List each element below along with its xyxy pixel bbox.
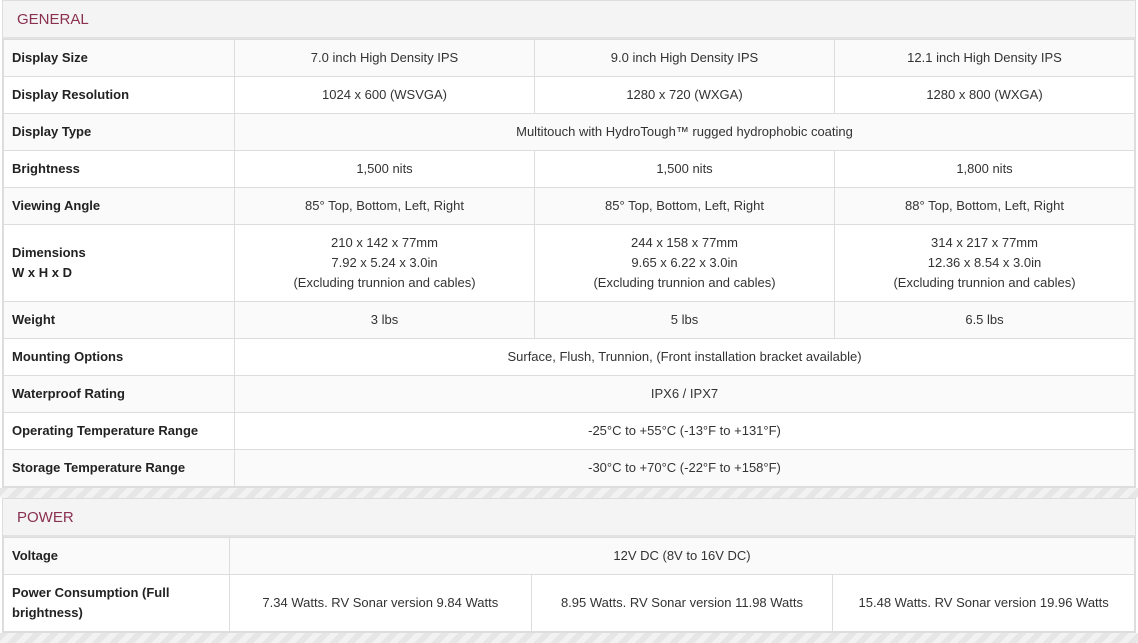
- spec-value: 314 x 217 x 77mm 12.36 x 8.54 x 3.0in (E…: [834, 224, 1135, 302]
- table-row: Operating Temperature Range -25°C to +55°…: [3, 412, 1135, 450]
- spec-value: 1,800 nits: [834, 150, 1135, 188]
- spec-value: 8.95 Watts. RV Sonar version 11.98 Watts: [530, 574, 834, 632]
- spec-label: Brightness: [3, 150, 235, 188]
- table-row: Mounting Options Surface, Flush, Trunnion…: [3, 338, 1135, 376]
- spec-label: Display Size: [3, 39, 235, 77]
- spec-value: 1,500 nits: [234, 150, 535, 188]
- table-row: Display Size 7.0 inch High Density IPS 9.0…: [3, 39, 1135, 77]
- spec-value: 12V DC (8V to 16V DC): [229, 537, 1135, 575]
- spec-value: 7.34 Watts. RV Sonar version 9.84 Watts: [229, 574, 532, 632]
- spec-value: 1,500 nits: [534, 150, 835, 188]
- section-title: GENERAL: [3, 1, 1135, 39]
- table-row: Power Consumption (Full brightness) 7.34 …: [3, 574, 1135, 632]
- table-row: Storage Temperature Range -30°C to +70°C …: [3, 449, 1135, 487]
- spec-label: Mounting Options: [3, 338, 235, 376]
- spec-value: 85° Top, Bottom, Left, Right: [234, 187, 535, 225]
- power-section: POWER Voltage 12V DC (8V to 16V DC) Power …: [2, 498, 1136, 633]
- table-row: Voltage 12V DC (8V to 16V DC): [3, 537, 1135, 575]
- table-row: Dimensions W x H x D 210 x 142 x 77mm 7.9…: [3, 224, 1135, 302]
- spec-value: 1280 x 800 (WXGA): [834, 76, 1135, 114]
- spec-value: 244 x 158 x 77mm 9.65 x 6.22 x 3.0in (Ex…: [534, 224, 835, 302]
- spec-value: 210 x 142 x 77mm 7.92 x 5.24 x 3.0in (Ex…: [234, 224, 535, 302]
- general-spec-table: Display Size 7.0 inch High Density IPS 9.0…: [3, 39, 1135, 487]
- spec-value: 12.1 inch High Density IPS: [834, 39, 1135, 77]
- spec-label: Display Type: [3, 113, 235, 151]
- power-spec-table: Voltage 12V DC (8V to 16V DC) Power Consum…: [3, 537, 1135, 632]
- spec-label: Display Resolution: [3, 76, 235, 114]
- general-section: GENERAL Display Size 7.0 inch High Densit…: [2, 0, 1136, 488]
- table-row: Waterproof Rating IPX6 / IPX7: [3, 375, 1135, 413]
- section-divider: [0, 488, 1138, 498]
- spec-value: 1024 x 600 (WSVGA): [234, 76, 535, 114]
- spec-value: 5 lbs: [534, 301, 835, 339]
- spec-value: 9.0 inch High Density IPS: [534, 39, 835, 77]
- spec-label: Operating Temperature Range: [3, 412, 235, 450]
- table-row: Viewing Angle 85° Top, Bottom, Left, Righ…: [3, 187, 1135, 225]
- spec-value: 85° Top, Bottom, Left, Right: [534, 187, 835, 225]
- spec-value: -30°C to +70°C (-22°F to +158°F): [234, 449, 1135, 487]
- spec-value: 15.48 Watts. RV Sonar version 19.96 Watt…: [832, 574, 1135, 632]
- spec-label: Waterproof Rating: [3, 375, 235, 413]
- spec-label: Storage Temperature Range: [3, 449, 235, 487]
- table-row: Brightness 1,500 nits 1,500 nits 1,800 nits: [3, 150, 1135, 188]
- section-title: POWER: [3, 499, 1135, 537]
- spec-value: 1280 x 720 (WXGA): [534, 76, 835, 114]
- spec-value: Surface, Flush, Trunnion, (Front install…: [234, 338, 1135, 376]
- table-row: Display Type Multitouch with HydroTough™ …: [3, 113, 1135, 151]
- spec-value: 88° Top, Bottom, Left, Right: [834, 187, 1135, 225]
- spec-label: Voltage: [3, 537, 230, 575]
- spec-label: Dimensions W x H x D: [3, 224, 235, 302]
- spec-value: Multitouch with HydroTough™ rugged hydro…: [234, 113, 1135, 151]
- section-divider: [0, 633, 1138, 643]
- spec-value: IPX6 / IPX7: [234, 375, 1135, 413]
- table-row: Weight 3 lbs 5 lbs 6.5 lbs: [3, 301, 1135, 339]
- spec-value: 6.5 lbs: [834, 301, 1135, 339]
- spec-value: 3 lbs: [234, 301, 535, 339]
- spec-label: Viewing Angle: [3, 187, 235, 225]
- spec-value: 7.0 inch High Density IPS: [234, 39, 535, 77]
- spec-value: -25°C to +55°C (-13°F to +131°F): [234, 412, 1135, 450]
- spec-label: Weight: [3, 301, 235, 339]
- spec-label: Power Consumption (Full brightness): [3, 574, 230, 632]
- table-row: Display Resolution 1024 x 600 (WSVGA) 1280…: [3, 76, 1135, 114]
